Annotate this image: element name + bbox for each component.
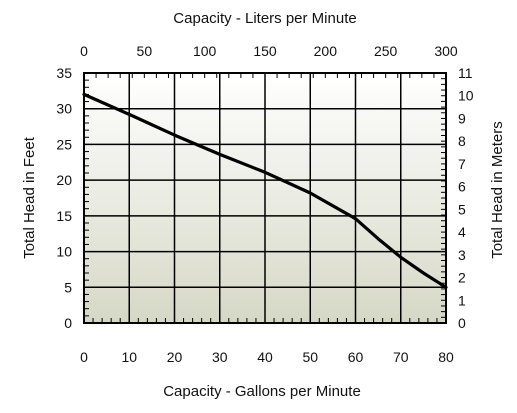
left-tick-label: 10 — [56, 244, 72, 260]
bottom-tick-label: 30 — [212, 349, 228, 365]
bottom-tick-label: 80 — [438, 349, 454, 365]
right-tick-label: 4 — [458, 224, 466, 240]
series-group — [82, 92, 448, 289]
right-tick-label: 1 — [458, 292, 466, 308]
left-axis-title: Total Head in Feet — [21, 136, 38, 259]
bottom-tick-label: 40 — [257, 349, 273, 365]
right-axis-title: Total Head in Meters — [489, 121, 506, 259]
right-tick-label: 9 — [458, 110, 466, 126]
top-tick-label: 100 — [193, 43, 217, 59]
bottom-tick-label: 70 — [393, 349, 409, 365]
left-tick-label: 0 — [64, 315, 72, 331]
right-tick-label: 11 — [458, 65, 473, 81]
tick-labels: 0 10 20 30 40 50 60 70 800 50 100 150 200 250 30005101… — [56, 43, 473, 365]
top-tick-label: 200 — [314, 43, 338, 59]
left-tick-label: 15 — [56, 208, 72, 224]
left-tick-label: 30 — [56, 101, 72, 117]
right-tick-label: 7 — [458, 156, 466, 172]
bottom-tick-label: 0 — [80, 349, 88, 365]
right-tick-label: 2 — [458, 270, 466, 286]
right-tick-label: 6 — [458, 179, 466, 195]
bottom-tick-label: 60 — [348, 349, 364, 365]
top-tick-label: 50 — [137, 43, 153, 59]
top-tick-label: 150 — [253, 43, 277, 59]
left-tick-label: 25 — [56, 136, 72, 152]
right-tick-label: 8 — [458, 133, 466, 149]
left-tick-label: 5 — [64, 279, 72, 295]
left-tick-label: 35 — [56, 65, 72, 81]
bottom-axis-title: Capacity - Gallons per Minute — [163, 383, 361, 400]
plot-frame — [83, 72, 447, 324]
top-tick-label: 0 — [80, 43, 88, 59]
right-tick-label: 10 — [458, 88, 474, 104]
left-tick-label: 20 — [56, 172, 72, 188]
right-tick-label: 5 — [458, 201, 466, 217]
top-tick-label: 300 — [434, 43, 458, 59]
bottom-tick-label: 50 — [302, 349, 318, 365]
top-tick-label: 250 — [374, 43, 398, 59]
right-tick-label: 3 — [458, 247, 466, 263]
bottom-tick-label: 10 — [121, 349, 137, 365]
right-tick-label: 0 — [458, 315, 466, 331]
top-axis-title: Capacity - Liters per Minute — [173, 10, 356, 27]
performance-curve-line — [82, 92, 448, 289]
bottom-tick-label: 20 — [167, 349, 183, 365]
